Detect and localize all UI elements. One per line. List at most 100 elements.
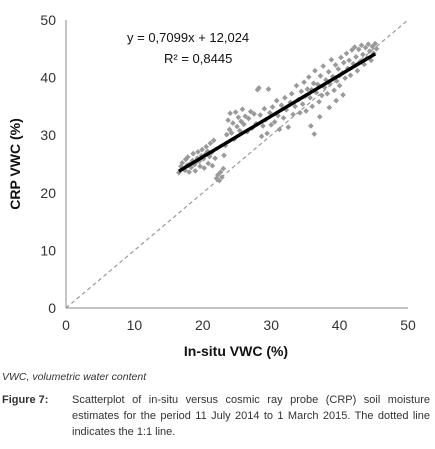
data-point <box>186 169 192 175</box>
data-point <box>310 80 317 87</box>
data-point <box>190 150 197 157</box>
data-point <box>307 94 314 101</box>
data-point <box>297 109 303 116</box>
data-point <box>299 101 306 107</box>
y-tick-label: 20 <box>40 185 56 201</box>
data-point <box>360 51 366 58</box>
data-point <box>333 97 340 104</box>
data-point <box>192 168 199 174</box>
data-point <box>288 90 295 97</box>
data-point <box>260 123 266 129</box>
y-tick-labels: 0 10 20 30 40 50 <box>40 12 56 316</box>
x-tick-label: 50 <box>400 317 416 333</box>
r-squared-label: R² = 0,8445 <box>164 51 232 66</box>
data-point <box>305 74 312 80</box>
data-point <box>316 113 323 120</box>
data-point <box>217 169 224 175</box>
data-point <box>269 104 276 110</box>
data-point <box>316 98 322 105</box>
data-point <box>312 67 318 74</box>
data-point <box>245 115 252 122</box>
data-point <box>325 69 332 75</box>
data-point <box>241 121 247 128</box>
x-axis-title: In-situ VWC (%) <box>184 343 288 359</box>
data-point <box>304 86 311 92</box>
data-point <box>199 146 205 153</box>
data-point <box>221 152 227 159</box>
data-point <box>318 92 325 99</box>
y-tick-label: 0 <box>48 300 56 316</box>
data-point <box>353 54 359 60</box>
data-point <box>271 119 278 125</box>
y-tick-label: 10 <box>40 242 56 258</box>
data-point <box>235 114 242 121</box>
data-point <box>225 117 231 124</box>
data-point <box>342 75 348 82</box>
data-point <box>278 102 285 109</box>
data-point <box>328 56 335 63</box>
data-point <box>197 163 203 170</box>
data-point <box>201 165 207 171</box>
data-point <box>219 174 225 181</box>
y-tick-label: 50 <box>40 12 56 28</box>
data-point <box>223 131 230 138</box>
data-point <box>317 73 324 79</box>
x-tick-label: 0 <box>62 317 70 333</box>
data-point <box>273 97 280 104</box>
data-point <box>298 88 305 95</box>
data-point <box>311 131 318 137</box>
regression-line <box>177 52 377 173</box>
data-point <box>293 82 300 89</box>
data-point <box>205 160 212 167</box>
data-point <box>340 59 347 66</box>
data-point <box>242 113 249 120</box>
data-point <box>232 109 239 115</box>
data-point <box>326 104 333 111</box>
data-point <box>290 111 296 118</box>
data-point <box>340 92 346 98</box>
data-point <box>336 82 343 89</box>
data-point <box>184 154 191 160</box>
data-point <box>354 67 361 74</box>
data-point <box>216 177 223 184</box>
data-point <box>227 110 233 117</box>
data-point <box>309 103 316 110</box>
data-point <box>343 50 350 57</box>
scatter-chart: 0 10 20 30 40 50 0 10 20 30 40 50 y = 0,7099x + 12… <box>7 12 416 359</box>
x-tick-label: 30 <box>263 317 279 333</box>
data-point <box>256 85 262 91</box>
data-point <box>331 87 337 94</box>
data-point <box>268 122 275 128</box>
data-point <box>203 143 210 150</box>
plot-area <box>65 19 409 309</box>
y-tick-label: 30 <box>40 127 56 143</box>
caption-text: Scatterplot of in-situ versus cosmic ray… <box>72 394 430 438</box>
data-point <box>347 72 354 79</box>
data-point <box>346 57 353 64</box>
data-point <box>179 160 186 166</box>
data-point <box>308 123 314 129</box>
regression-equation: y = 0,7099x + 12,024 <box>127 30 249 45</box>
figure-label: Figure 7: <box>2 394 49 406</box>
data-point <box>220 165 227 172</box>
figure-caption: Figure 7: Scatterplot of in-situ versus … <box>2 392 430 440</box>
data-point <box>264 130 270 137</box>
data-point <box>320 63 327 69</box>
data-point <box>285 124 292 130</box>
data-point <box>230 120 236 126</box>
data-point <box>292 103 298 110</box>
data-point <box>210 137 217 144</box>
data-point <box>261 105 268 112</box>
x-tick-label: 20 <box>195 317 211 333</box>
data-point <box>239 106 246 113</box>
data-point <box>228 130 235 136</box>
x-tick-labels: 0 10 20 30 40 50 <box>62 317 416 333</box>
data-point <box>209 162 216 169</box>
data-point <box>257 112 264 118</box>
data-point <box>234 123 240 130</box>
data-point <box>276 126 283 133</box>
y-tick-label: 40 <box>40 70 56 86</box>
data-point <box>212 155 218 162</box>
data-point <box>280 115 287 121</box>
data-point <box>265 86 272 92</box>
